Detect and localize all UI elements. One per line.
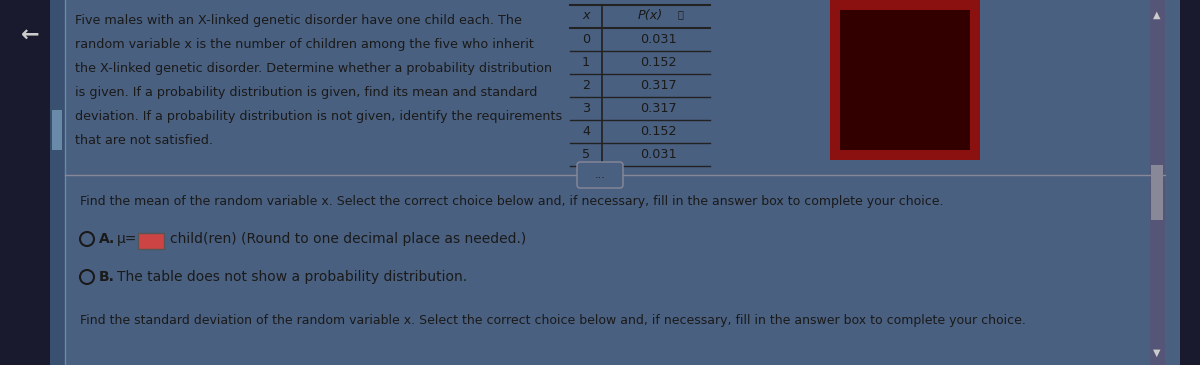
FancyBboxPatch shape [138,233,164,249]
Text: 0.317: 0.317 [640,102,677,115]
FancyBboxPatch shape [52,110,62,150]
FancyBboxPatch shape [1150,0,1165,365]
Text: the X-linked genetic disorder. Determine whether a probability distribution: the X-linked genetic disorder. Determine… [74,62,552,75]
Text: 0.317: 0.317 [640,79,677,92]
Text: 5: 5 [582,148,590,161]
Text: Find the standard deviation of the random variable x. Select the correct choice : Find the standard deviation of the rando… [80,314,1026,327]
Text: ▲: ▲ [1153,10,1160,20]
FancyBboxPatch shape [50,0,1180,365]
FancyBboxPatch shape [1151,165,1163,220]
Text: The table does not show a probability distribution.: The table does not show a probability di… [118,270,467,284]
FancyBboxPatch shape [50,0,65,365]
FancyBboxPatch shape [840,10,970,150]
Text: x: x [582,9,589,22]
Text: μ=: μ= [118,232,137,246]
Text: P(x): P(x) [637,9,662,22]
Text: that are not satisfied.: that are not satisfied. [74,134,214,147]
FancyBboxPatch shape [65,175,1145,365]
Text: random variable x is the number of children among the five who inherit: random variable x is the number of child… [74,38,534,51]
Text: ⧉: ⧉ [678,9,684,19]
Text: ▼: ▼ [1153,348,1160,358]
FancyBboxPatch shape [577,162,623,188]
Text: 3: 3 [582,102,590,115]
Text: 1: 1 [582,56,590,69]
Text: A.: A. [98,232,115,246]
Text: Find the mean of the random variable x. Select the correct choice below and, if : Find the mean of the random variable x. … [80,195,943,208]
Text: 0.152: 0.152 [640,125,677,138]
Text: deviation. If a probability distribution is not given, identify the requirements: deviation. If a probability distribution… [74,110,563,123]
Text: child(ren) (Round to one decimal place as needed.): child(ren) (Round to one decimal place a… [170,232,527,246]
Text: Five males with an X-linked genetic disorder have one child each. The: Five males with an X-linked genetic diso… [74,14,522,27]
FancyBboxPatch shape [65,0,1165,175]
Text: 2: 2 [582,79,590,92]
Text: ...: ... [594,170,606,180]
Text: 0.031: 0.031 [640,148,677,161]
Text: ←: ← [20,25,40,45]
Text: 0.031: 0.031 [640,33,677,46]
Text: 4: 4 [582,125,590,138]
Text: B.: B. [98,270,115,284]
Text: 0: 0 [582,33,590,46]
FancyBboxPatch shape [830,0,980,160]
Text: is given. If a probability distribution is given, find its mean and standard: is given. If a probability distribution … [74,86,538,99]
Text: 0.152: 0.152 [640,56,677,69]
